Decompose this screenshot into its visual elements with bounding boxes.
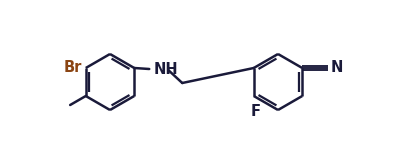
Text: Br: Br [63, 60, 82, 75]
Text: F: F [251, 104, 261, 119]
Text: NH: NH [153, 63, 178, 78]
Text: N: N [330, 60, 342, 75]
